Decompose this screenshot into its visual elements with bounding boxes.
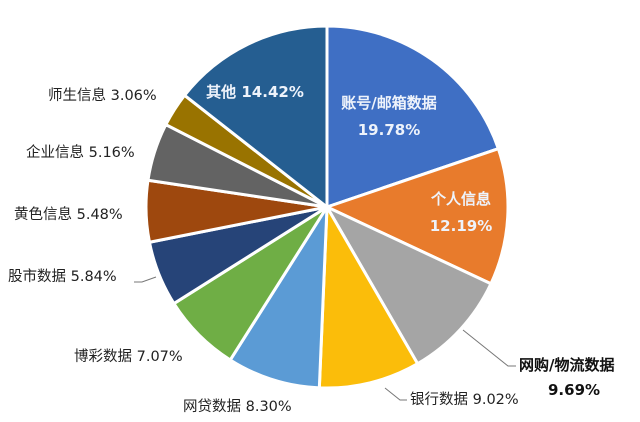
pie-slices (144, 24, 510, 390)
slice-label-online-loan: 网贷数据 8.30% (183, 398, 292, 415)
slice-label-online-shopping-name: 网购/物流数据 (519, 356, 614, 374)
slice-label-other: 其他 14.42% (206, 83, 304, 101)
pie-slice (317, 205, 420, 390)
slice-label-adult-info: 黄色信息 5.48% (14, 206, 123, 223)
slice-label-stock: 股市数据 5.84% (8, 268, 117, 285)
slice-label-online-shopping-pct: 9.69% (548, 381, 600, 399)
slice-label-teacher-student-info: 师生信息 3.06% (48, 87, 157, 104)
slice-label-bank: 银行数据 9.02% (410, 391, 519, 408)
leader-line-online-shopping (462, 329, 516, 367)
slice-label-personal-info-pct: 12.19% (430, 217, 492, 235)
slice-label-account-email-pct: 19.78% (358, 121, 420, 139)
pie-slice (228, 205, 329, 390)
slice-label-account-email-name: 账号/邮箱数据 (341, 94, 436, 112)
pie-slice (325, 147, 510, 286)
pie-slice (183, 24, 329, 209)
pie-slice (325, 205, 493, 366)
leader-line-bank (384, 387, 407, 401)
slice-label-personal-info-name: 个人信息 (430, 190, 491, 208)
slice-label-gambling: 博彩数据 7.07% (74, 348, 183, 365)
slice-label-enterprise-info: 企业信息 5.16% (26, 143, 135, 161)
leader-line-stock (134, 276, 157, 283)
